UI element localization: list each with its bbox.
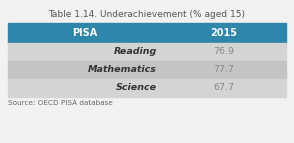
Text: 76.9: 76.9 [213, 47, 234, 56]
Text: 2015: 2015 [210, 28, 237, 38]
Text: Table 1.14. Underachievement (% aged 15): Table 1.14. Underachievement (% aged 15) [49, 10, 245, 19]
Bar [8, 43, 286, 61]
Text: 67.7: 67.7 [213, 84, 234, 93]
Text: PISA: PISA [72, 28, 97, 38]
Text: Mathematics: Mathematics [88, 65, 157, 75]
Text: Science: Science [116, 84, 157, 93]
Bar [8, 23, 286, 43]
Text: Source: OECD PISA database: Source: OECD PISA database [8, 100, 113, 106]
Bar [8, 61, 286, 79]
Text: 77.7: 77.7 [213, 65, 234, 75]
Text: Reading: Reading [114, 47, 157, 56]
Bar [8, 79, 286, 97]
